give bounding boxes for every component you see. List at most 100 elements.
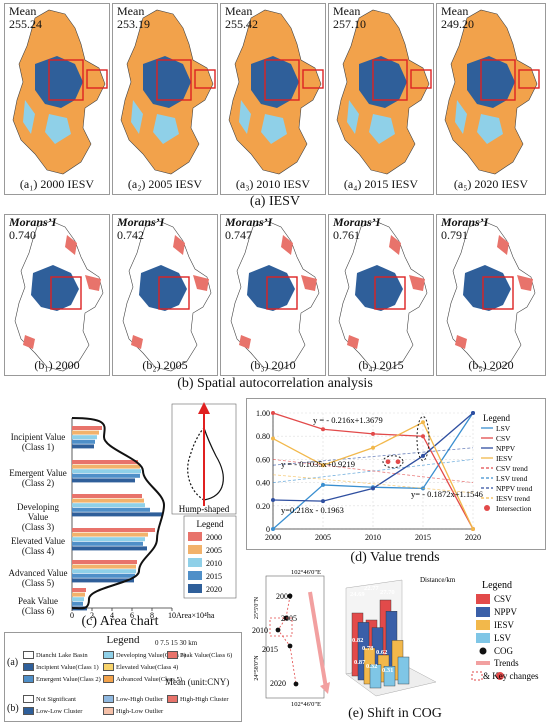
legend-label: Trends — [494, 658, 519, 668]
bar-value-label: 24.69 — [350, 591, 365, 598]
data-point — [421, 420, 425, 425]
bar — [72, 601, 83, 606]
data-point — [271, 436, 275, 441]
legend-item: Incipient Value(Class 1) — [23, 663, 99, 671]
bar — [72, 478, 135, 483]
hump-arrow-head — [198, 402, 210, 414]
map-legend: Legend (a) (b) 0 7.5 15 30 km Mean (unit… — [4, 632, 242, 722]
panel-label: (a₁) 2000 IESV — [19, 177, 95, 191]
mean-label: Mean — [441, 4, 469, 18]
legend-label: Elevated Value(Class 4) — [116, 663, 179, 671]
bar — [72, 464, 140, 469]
legend-item: Not Significant — [23, 695, 76, 703]
cog-year: 2000 — [276, 592, 292, 601]
cog-year: 2005 — [281, 614, 297, 623]
iesv-map-panel: Mean 249.20 (a₅) 2020 IESV — [436, 3, 546, 195]
legend-label: IESV trend — [496, 494, 530, 503]
data-point — [271, 527, 275, 531]
scale-bar: 0 7.5 15 30 km — [155, 639, 198, 647]
row-b-tag: (b) — [7, 703, 19, 714]
panel-label: (a₄) 2015 IESV — [343, 177, 419, 191]
legend-swatch — [188, 532, 202, 541]
hump-left — [187, 427, 205, 501]
morans-value: 0.747 — [225, 228, 252, 242]
panel-label: (b₅) 2020 — [468, 358, 514, 372]
coord-label: 102°46'0"E — [291, 701, 321, 708]
legend-cog-icon — [479, 647, 487, 655]
data-point — [371, 445, 375, 450]
legend-label: IESV — [494, 620, 515, 630]
bar — [72, 597, 84, 602]
legend-label: CSV — [496, 434, 511, 443]
morans-value: 0.761 — [333, 228, 360, 242]
intersection-marker — [395, 459, 401, 465]
mean-value: 255.24 — [9, 17, 42, 31]
section-caption-a: (a) IESV — [249, 194, 301, 209]
legend-label: NPPV trend — [496, 484, 533, 493]
legend-label: COG — [494, 646, 514, 656]
category-label: Emergent Value (Class 2) — [9, 468, 67, 488]
legend-label: & Key changes — [483, 671, 539, 681]
lisa-map-panel: Morans’I 0.791 (b₅) 2020 — [436, 214, 546, 376]
coord-label: 24°58'0"N — [253, 655, 260, 681]
cog-point — [287, 593, 293, 599]
cog-point — [287, 643, 293, 649]
legend-swatch — [103, 675, 114, 683]
x-tick-label: 2000 — [265, 533, 281, 542]
legend-swatch — [188, 558, 202, 567]
legend-item: Emergent Value(Class 2) — [23, 675, 101, 683]
category-label: Elevated Value (Class 4) — [10, 536, 66, 556]
x-tick-label: 2015 — [415, 533, 431, 542]
mean-unit: Mean (unit:CNY) — [165, 677, 230, 687]
data-point — [321, 463, 325, 468]
bar-value-label: 22.77 — [364, 585, 379, 592]
cog-year: 2020 — [270, 679, 286, 688]
legend-year: 2015 — [206, 572, 222, 581]
legend-swatch — [476, 633, 490, 643]
panel-label: (a₂) 2005 IESV — [127, 177, 203, 191]
envelope-curve — [71, 417, 166, 610]
morans-label: Morans’I — [9, 215, 57, 229]
bar — [72, 494, 142, 498]
legend-item: Low-Low Cluster — [23, 707, 82, 715]
legend-title: Legend — [483, 413, 510, 423]
data-point — [271, 498, 275, 502]
trend-line — [272, 447, 474, 466]
lisa-map-panel: Morans’I 0.740 (b₁) 2000 — [4, 214, 110, 376]
coord-label: 25°5'0"N — [253, 596, 260, 619]
data-point — [421, 434, 425, 439]
legend-item: Developing Value(Class 3) — [103, 651, 186, 659]
x-tick-label: 8 — [150, 611, 154, 618]
bar-value-label: 0.62 — [376, 649, 387, 656]
legend-swatch — [23, 675, 34, 683]
panel-label: (b₃) 2010 — [250, 358, 296, 372]
lisa-map — [338, 220, 428, 372]
bar-value-label: 0.32 — [366, 663, 377, 670]
panel-label: (a₃) 2010 IESV — [235, 177, 311, 191]
iesv-map — [228, 9, 324, 175]
data-point — [321, 482, 325, 487]
morans-value: 0.791 — [441, 228, 468, 242]
trend-arrow-head — [320, 682, 330, 694]
distance-label: Distance/km — [420, 576, 456, 584]
lisa-map — [446, 220, 536, 372]
legend-label: Incipient Value(Class 1) — [36, 663, 99, 671]
legend-swatch — [23, 651, 34, 659]
legend-swatch — [476, 594, 490, 604]
panel-label: (b₂) 2005 — [142, 358, 188, 372]
equation-label: y = - 0.1035x+0.9219 — [281, 459, 355, 469]
key-change-ellipse — [382, 455, 404, 469]
mean-label: Mean — [333, 4, 361, 18]
area-chart-panel: 0 2 4 6 8 10 Area×10⁴ha Hump-shaped Legend 2000 20… — [4, 396, 240, 618]
legend-swatch — [103, 663, 114, 671]
mean-label: Mean — [225, 4, 253, 18]
morans-label: Morans’I — [117, 215, 165, 229]
morans-value: 0.740 — [9, 228, 36, 242]
legend-label: LSV — [496, 424, 511, 433]
legend-swatch — [167, 651, 178, 659]
bar — [72, 507, 150, 512]
bar — [72, 469, 141, 474]
bar-value-label: 0.87 — [354, 659, 366, 666]
data-point — [371, 486, 375, 491]
legend-swatch — [23, 663, 34, 671]
